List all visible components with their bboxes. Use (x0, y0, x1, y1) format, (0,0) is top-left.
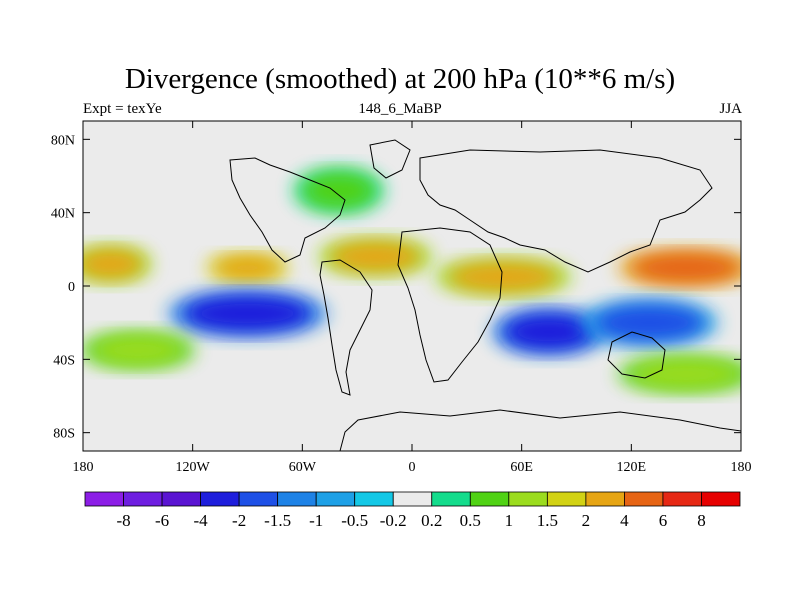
y-tick-label-0: 80N (51, 133, 75, 148)
coastline-africa (397, 227, 503, 383)
colorbar-swatch-5 (277, 491, 317, 507)
coastlines (229, 139, 741, 451)
x-tick-label-0: 180 (73, 460, 94, 475)
colorbar-label-14: 6 (659, 511, 668, 530)
colorbar-swatch-0 (84, 491, 124, 507)
y-tick-label-4: 80S (53, 427, 75, 442)
field-blob-8 (92, 335, 184, 365)
plot-title: Divergence (smoothed) at 200 hPa (10**6 … (124, 63, 676, 95)
y-tick-label-1: 40N (51, 207, 75, 222)
field-blob-3 (448, 262, 559, 292)
y-tick-label-2: 0 (68, 280, 75, 295)
colorbar-label-9: 0.5 (460, 511, 481, 530)
colorbar-swatch-15 (662, 491, 702, 507)
colorbar-label-13: 4 (620, 511, 629, 530)
field-blob-10 (302, 172, 376, 210)
field-blob-4 (631, 253, 741, 283)
y-axis: 80N 40N 0 40S 80S (51, 133, 741, 442)
colorbar-swatch-8 (392, 491, 433, 507)
colorbar-swatch-16 (701, 491, 741, 507)
colorbar-swatch-9 (431, 491, 471, 507)
coastline-eurasia (419, 149, 713, 273)
x-axis: 180 120W 60W 0 60E 120E 180 (73, 121, 752, 475)
field-blob-9 (631, 359, 741, 389)
coastline-north-america (229, 157, 346, 263)
field-blob-5 (183, 295, 312, 332)
experiment-label: Expt = texYe (83, 101, 162, 117)
coastline-antarctica (339, 409, 741, 451)
colorbar-label-4: -1.5 (264, 511, 291, 530)
colorbar-swatch-12 (546, 491, 587, 507)
colorbar-label-10: 1 (505, 511, 514, 530)
colorbar-label-3: -2 (232, 511, 246, 530)
run-label: 148_6_MaBP (358, 101, 442, 117)
colorbar-swatch-6 (315, 491, 356, 507)
colorbar-swatch-13 (585, 491, 625, 507)
colorbar-label-0: -8 (116, 511, 130, 530)
x-tick-label-5: 120E (617, 460, 647, 475)
field-blob-2 (329, 241, 422, 272)
colorbar-swatch-1 (123, 491, 163, 507)
divergence-field (83, 167, 741, 393)
coastline-greenland (369, 139, 411, 179)
colorbar-label-12: 2 (582, 511, 591, 530)
x-tick-label-1: 120W (176, 460, 211, 475)
x-tick-label-4: 60E (510, 460, 533, 475)
plot-background (83, 121, 741, 451)
colorbar-label-11: 1.5 (537, 511, 558, 530)
field-blob-6 (503, 313, 595, 351)
x-tick-label-2: 60W (289, 460, 317, 475)
colorbar-label-6: -0.5 (341, 511, 368, 530)
colorbar-swatch-11 (508, 491, 548, 507)
colorbar-swatch-10 (469, 491, 510, 507)
colorbar-swatch-14 (624, 491, 664, 507)
colorbar-swatch-2 (161, 491, 201, 507)
colorbar-label-1: -6 (155, 511, 169, 530)
colorbar-swatch-7 (354, 491, 394, 507)
field-blob-1 (214, 256, 281, 279)
x-tick-label-3: 0 (409, 460, 416, 475)
colorbar-label-15: 8 (697, 511, 706, 530)
y-tick-label-3: 40S (53, 353, 75, 368)
season-label: JJA (719, 101, 742, 117)
colorbar-label-7: -0.2 (380, 511, 407, 530)
field-blob-0 (83, 249, 144, 279)
colorbar: -8 -6 -4 -2 -1.5 -1 -0.5 -0.2 0.2 0.5 1 1.5 2 4 6 8 (84, 491, 741, 530)
colorbar-label-5: -1 (309, 511, 323, 530)
colorbar-swatch-4 (238, 491, 279, 507)
coastline-australia (607, 331, 666, 379)
coastline-south-america (319, 259, 373, 396)
colorbar-swatch-3 (200, 491, 240, 507)
colorbar-label-2: -4 (194, 511, 209, 530)
x-tick-label-6: 180 (731, 460, 752, 475)
field-blob-7 (594, 304, 705, 341)
colorbar-label-8: 0.2 (421, 511, 442, 530)
